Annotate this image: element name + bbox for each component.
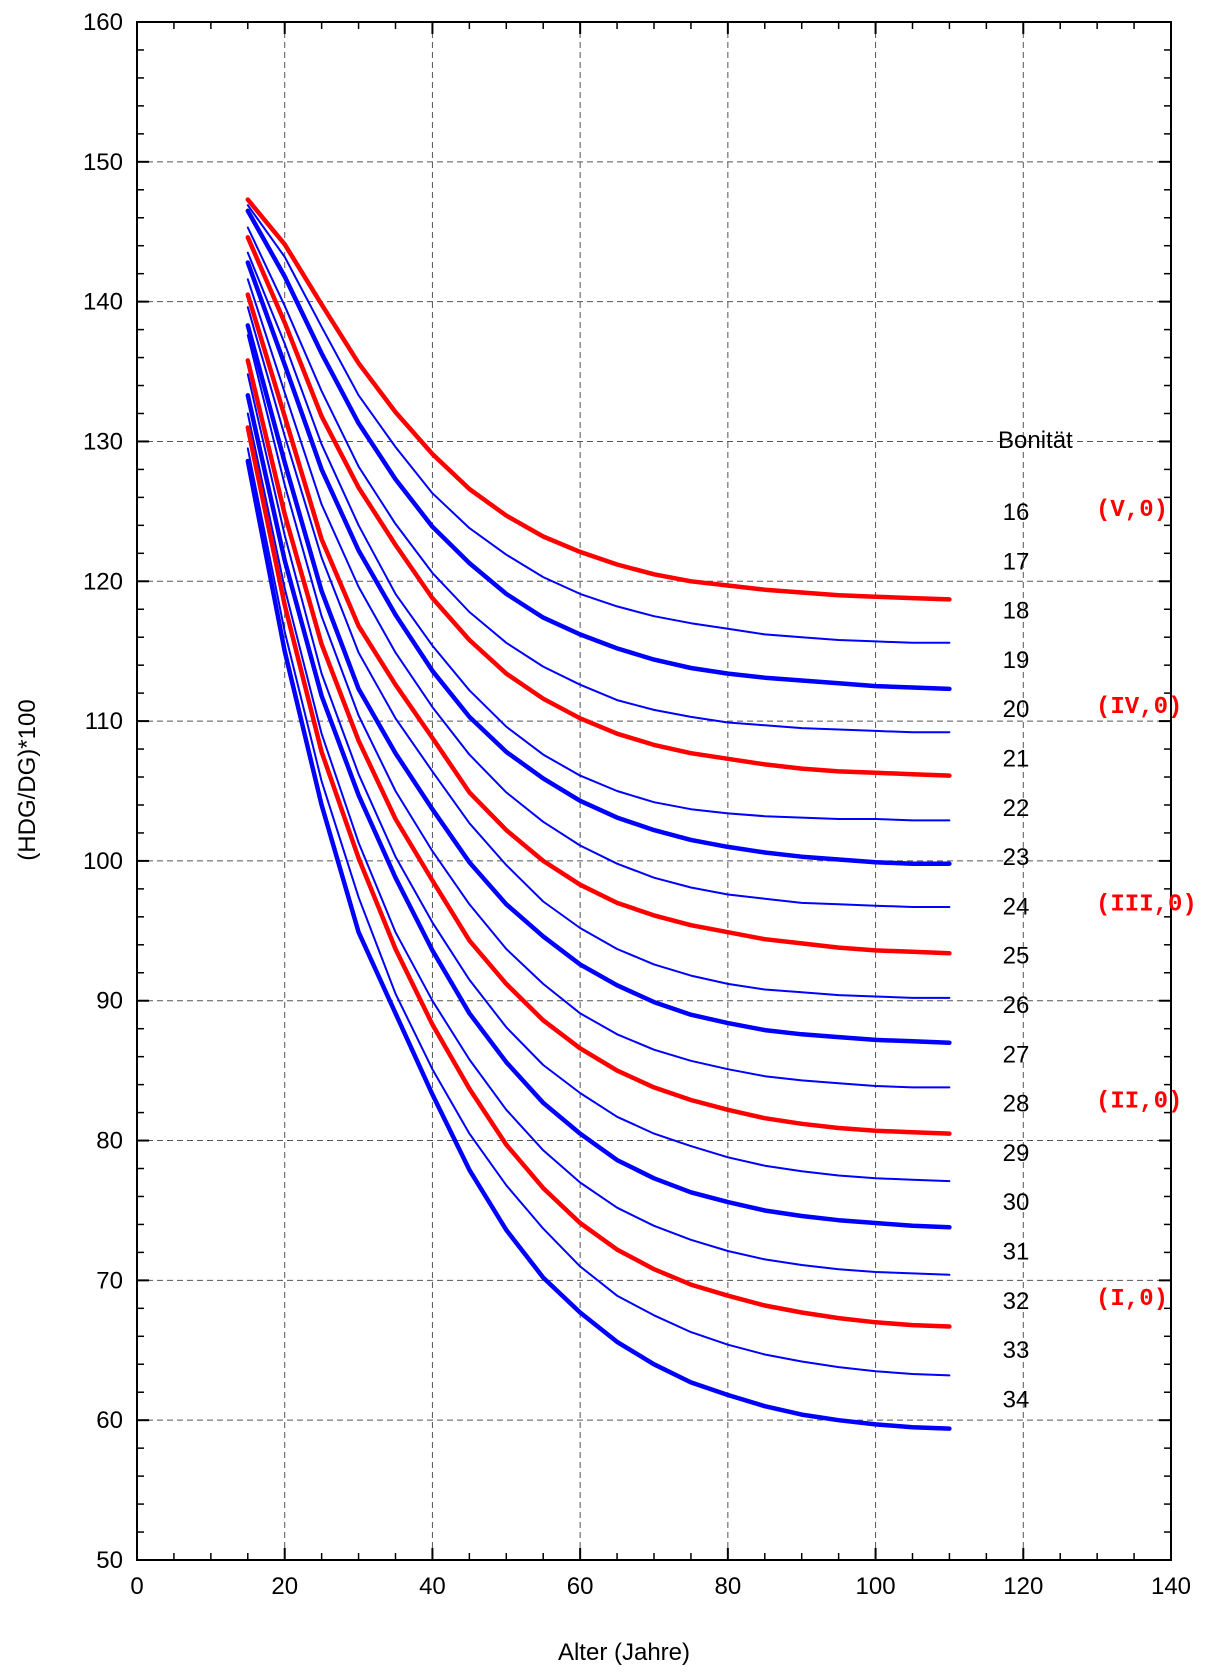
yield-class-label: (IV,0)	[1096, 694, 1182, 721]
y-tick-label: 60	[96, 1407, 123, 1434]
series-line-bonitat-31	[246, 412, 951, 1276]
x-tick-label: 120	[1003, 1573, 1043, 1600]
legend-title: Bonität	[998, 427, 1073, 454]
bonitat-label: 28	[1003, 1091, 1030, 1118]
series-line-bonitat-26	[245, 323, 952, 1045]
y-tick-label: 140	[83, 289, 123, 316]
yield-class-label: (II,0)	[1096, 1089, 1182, 1116]
series-line-bonitat-30	[245, 393, 952, 1230]
yield-class-label: (III,0)	[1096, 891, 1197, 918]
y-tick-label: 50	[96, 1547, 123, 1574]
bonitat-label: 30	[1003, 1189, 1030, 1216]
x-tick-label: 100	[856, 1573, 896, 1600]
axis-layer: 0 20 40 60 80 100 120 140 50 60 70 80 90 100 110 120 130…	[83, 9, 1191, 1600]
series-line-bonitat-20	[245, 235, 952, 778]
bonitat-label: 17	[1003, 548, 1030, 575]
bonitat-label: 23	[1003, 844, 1030, 871]
grid-layer	[137, 22, 1171, 1560]
bonitat-label: 25	[1003, 943, 1030, 970]
y-tick-label: 80	[96, 1128, 123, 1155]
y-tick-label: 70	[96, 1267, 123, 1294]
y-tick-label: 150	[83, 149, 123, 176]
y-tick-label: 160	[83, 9, 123, 36]
series-line-bonitat-18	[245, 208, 952, 692]
series-line-bonitat-19	[246, 226, 951, 734]
bonitat-label: 29	[1003, 1140, 1030, 1167]
series-line-bonitat-22	[245, 260, 952, 866]
x-tick-label: 60	[567, 1573, 594, 1600]
bonitat-label: 24	[1003, 893, 1030, 920]
bonitat-label: 16	[1003, 499, 1030, 526]
series-line-bonitat-24	[245, 292, 952, 956]
bonitat-label: 32	[1003, 1288, 1030, 1315]
bonitat-label: 33	[1003, 1337, 1030, 1364]
x-tick-label: 140	[1151, 1573, 1191, 1600]
bonitat-label: 21	[1003, 746, 1030, 773]
bonitat-label: 19	[1003, 647, 1030, 674]
series-line-bonitat-21	[246, 251, 951, 822]
series-line-bonitat-23	[246, 278, 951, 908]
y-tick-label: 110	[85, 708, 123, 735]
series-line-bonitat-28	[245, 358, 952, 1136]
x-axis-title: Alter (Jahre)	[558, 1639, 690, 1666]
series-line-bonitat-25	[246, 306, 951, 999]
series-layer	[245, 197, 952, 1431]
bonitat-label: 31	[1003, 1239, 1030, 1266]
x-tick-label: 20	[271, 1573, 298, 1600]
series-line-bonitat-27	[246, 334, 951, 1089]
series-line-bonitat-17	[246, 204, 951, 644]
series-line-bonitat-34	[245, 458, 952, 1431]
bonitat-label: 34	[1003, 1386, 1030, 1413]
yield-class-label: (V,0)	[1096, 497, 1168, 524]
yield-class-label: (I,0)	[1096, 1286, 1168, 1313]
x-tick-label: 40	[419, 1573, 446, 1600]
y-tick-label: 130	[83, 428, 123, 455]
x-tick-label: 0	[130, 1573, 143, 1600]
y-tick-label: 100	[83, 848, 123, 875]
series-line-bonitat-32	[245, 425, 952, 1329]
y-tick-label: 90	[96, 988, 123, 1015]
bonitat-label: 22	[1003, 795, 1030, 822]
label-layer: 16 17 18 19 20 21 22 23 24 25 26 27 28 29 30 31 32 33 34 (V…	[1003, 497, 1197, 1413]
x-tick-label: 80	[715, 1573, 742, 1600]
bonitat-label: 27	[1003, 1041, 1030, 1068]
bonitat-label: 18	[1003, 598, 1030, 625]
y-axis-title: (HDG/DG)*100	[14, 699, 41, 860]
series-line-bonitat-16	[245, 197, 952, 602]
bonitat-label: 20	[1003, 696, 1030, 723]
series-line-bonitat-29	[246, 373, 951, 1183]
bonitat-label: 26	[1003, 992, 1030, 1019]
series-line-bonitat-33	[246, 447, 951, 1377]
y-tick-label: 120	[83, 568, 123, 595]
